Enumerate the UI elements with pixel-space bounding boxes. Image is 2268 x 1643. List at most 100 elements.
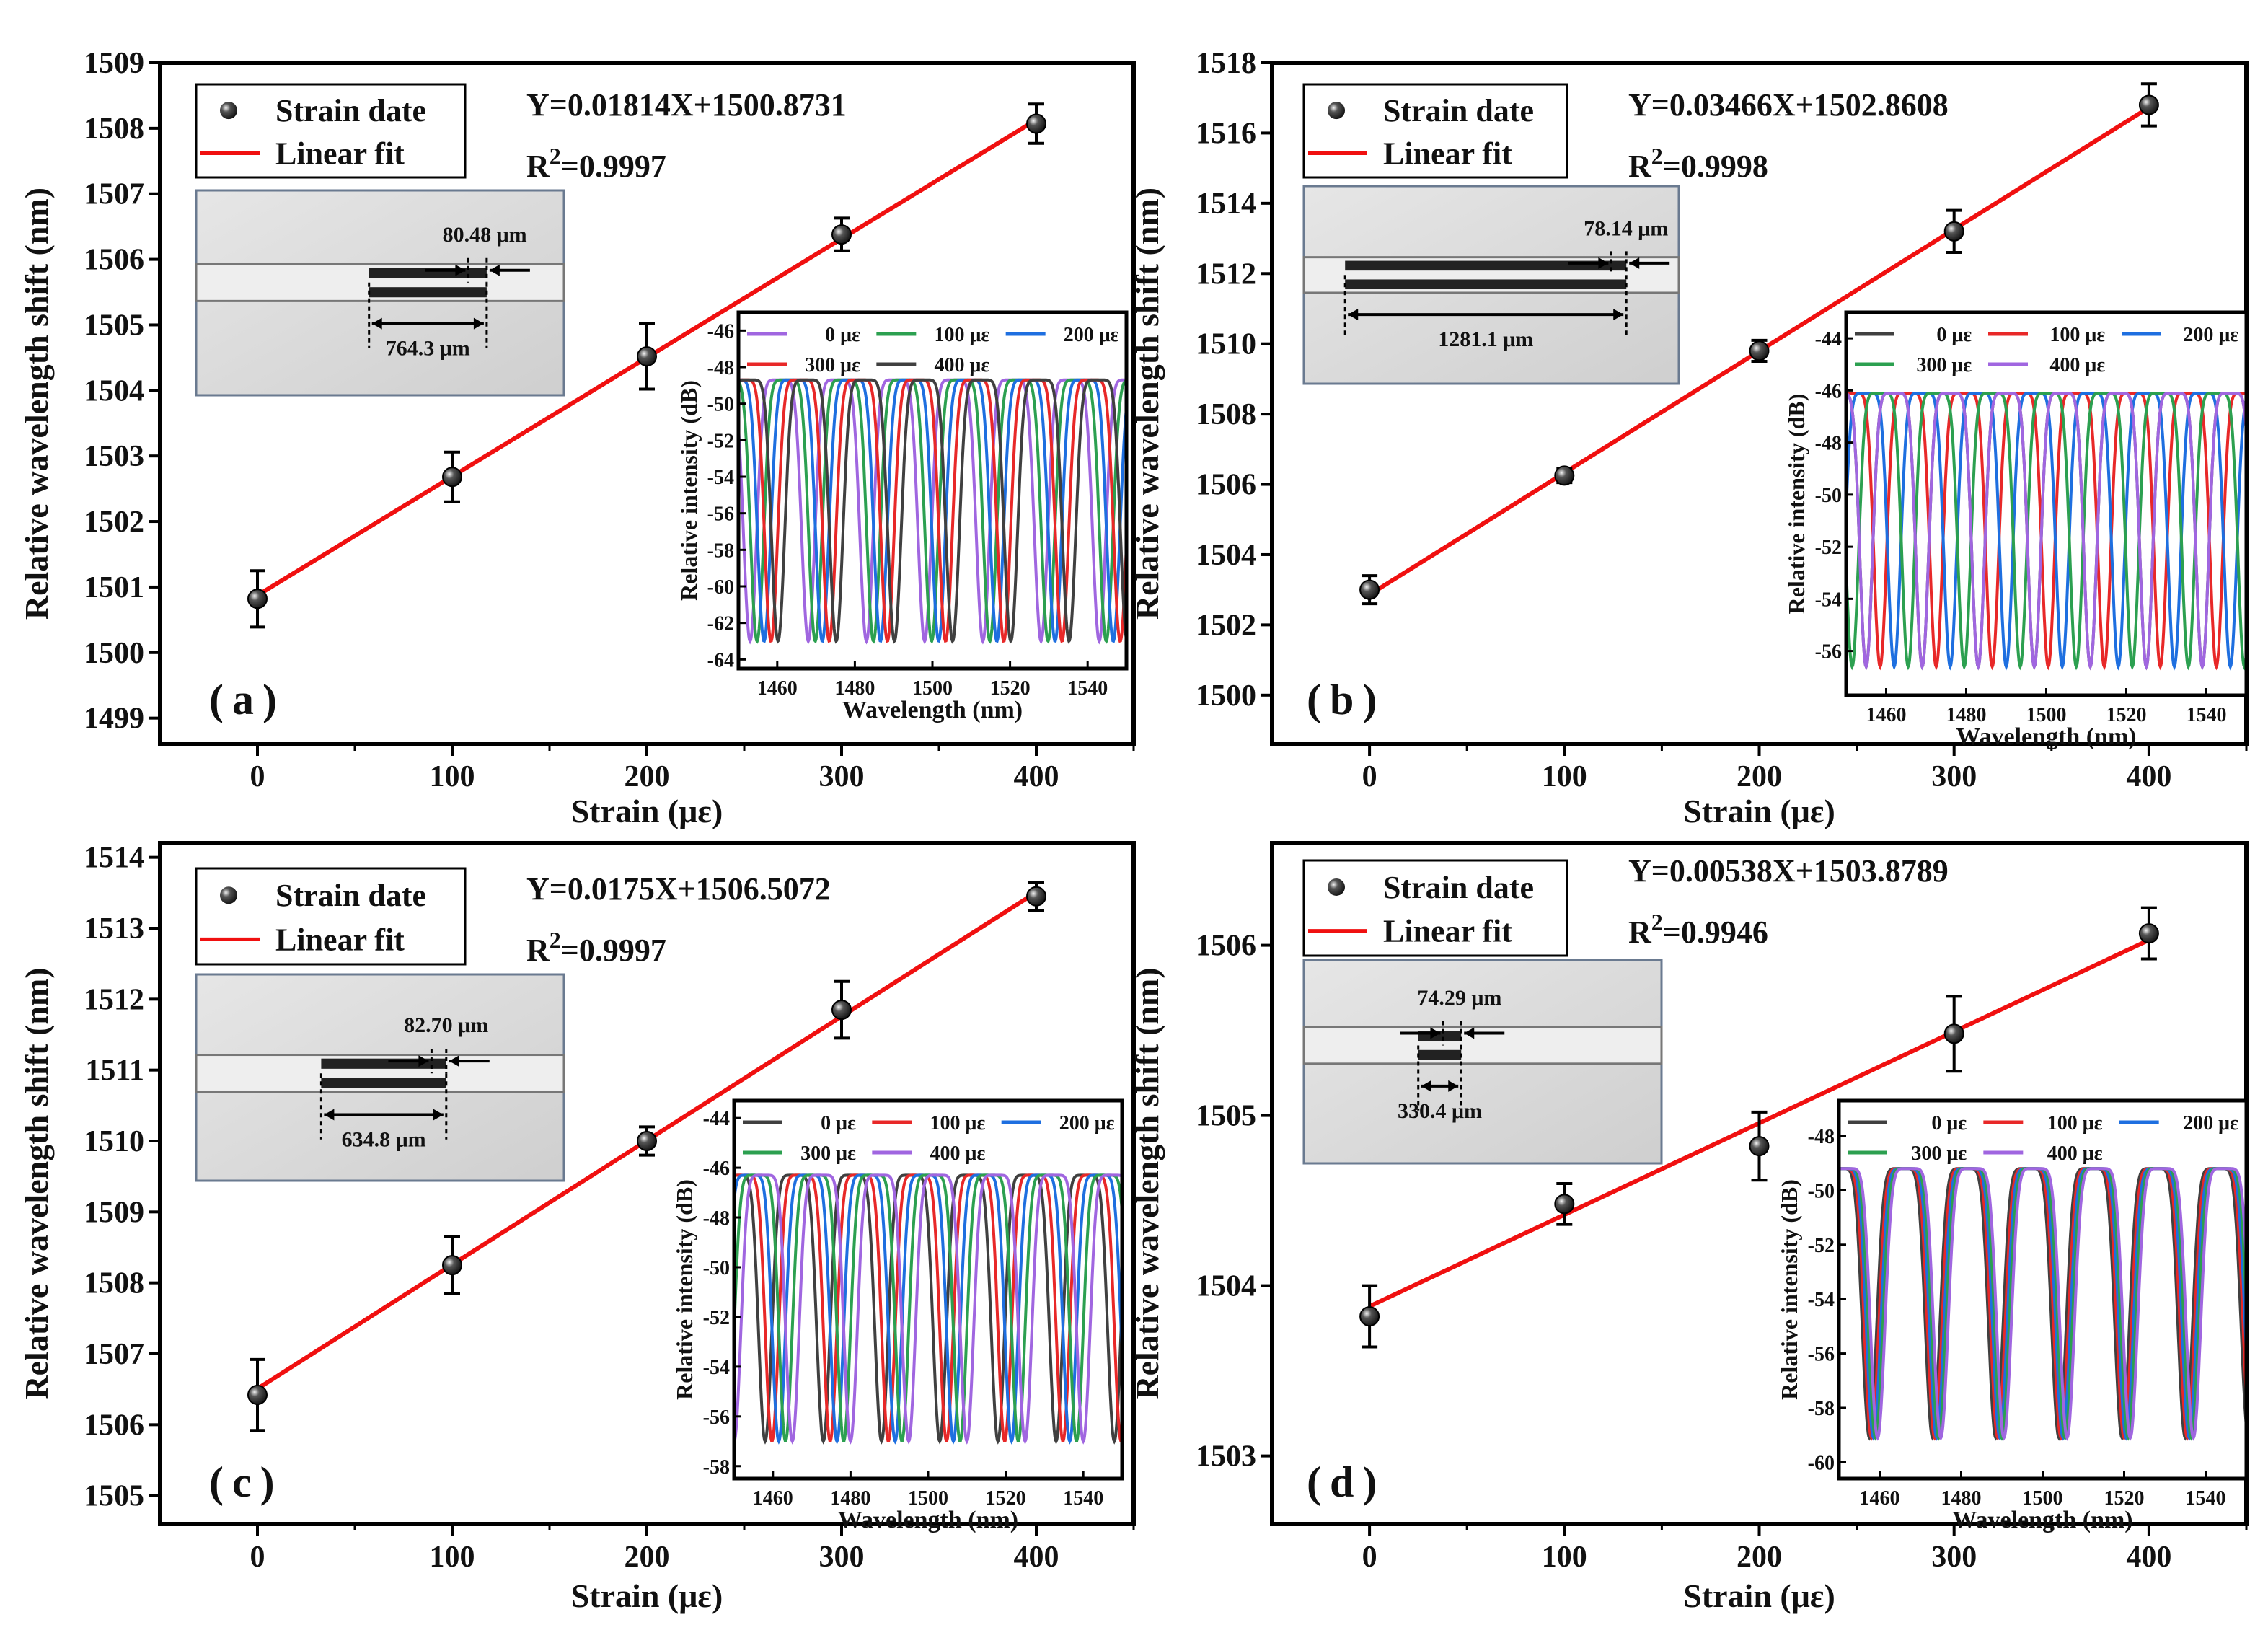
spectrum-x-tick-label: 1460 <box>1866 704 1907 726</box>
panel-b: 0 100 200 300 400 1500 1502 1504 1506 1508 1510 151… <box>1129 47 2249 829</box>
spectrum-x-tick-label: 1520 <box>990 677 1031 700</box>
spectrum-y-tick-label: -54 <box>1815 589 1842 611</box>
spectrum-y-tick-label: -50 <box>703 1257 730 1279</box>
data-point <box>637 346 657 367</box>
panel-a: 0 100 200 300 400 1499 1500 1501 1502 1503 1504 150… <box>18 47 1136 829</box>
r2-value: =0.9946 <box>1663 915 1768 950</box>
y-axis-title: Relative wavelength shift (nm) <box>1129 188 1165 620</box>
data-point <box>247 589 268 609</box>
spectrum-y-tick-label: -56 <box>1808 1344 1835 1366</box>
y-tick-label: 1500 <box>84 637 144 670</box>
r-squared: R2=0.9946 <box>1628 909 1768 950</box>
spectrum-y-tick-label: -48 <box>707 357 734 379</box>
spectrum-x-tick-label: 1540 <box>2186 1487 2226 1510</box>
spectrum-y-tick-label: -56 <box>707 503 734 526</box>
y-tick-label: 1505 <box>84 309 144 342</box>
y-tick-label: 1502 <box>1196 609 1256 642</box>
legend-label-strain-data: Strain date <box>1383 93 1534 128</box>
spectrum-legend-label: 100 με <box>2049 324 2105 346</box>
spectrum-legend-label: 0 με <box>825 324 860 346</box>
x-tick-label: 100 <box>430 760 475 793</box>
panel-label: (d) <box>1307 1458 1385 1506</box>
spectrum-x-tick-label: 1520 <box>986 1487 1026 1510</box>
data-point <box>1943 221 1964 242</box>
spectrum-legend-label: 100 με <box>934 324 989 346</box>
x-tick-label: 100 <box>430 1541 475 1574</box>
cavity-length-label: 330.4 μm <box>1398 1099 1482 1123</box>
r-squared: R2=0.9997 <box>526 927 666 968</box>
legend-label-linear-fit: Linear fit <box>275 922 405 957</box>
spectrum-x-tick-label: 1520 <box>2106 704 2147 726</box>
x-tick-label: 0 <box>250 1541 265 1574</box>
data-point <box>1359 579 1380 600</box>
spectrum-y-tick-label: -58 <box>707 539 734 562</box>
x-axis-title: Strain (με) <box>1683 793 1835 829</box>
data-point <box>1026 886 1046 907</box>
spectrum-y-tick-label: -60 <box>1808 1452 1835 1474</box>
cavity-length-label: 1281.1 μm <box>1438 327 1533 351</box>
spectrum-y-tick-label: -54 <box>707 467 734 489</box>
arrowheads <box>1421 1080 1459 1092</box>
x-tick-label: 400 <box>2126 1541 2171 1574</box>
spectrum-inset: 1460 1480 1500 1520 1540 -64 -62 -60 -58 -56 -54 -5… <box>676 310 1129 723</box>
y-tick-label: 1505 <box>84 1480 144 1513</box>
spectrum-x-tick-label: 1540 <box>1063 1487 1103 1510</box>
spectrum-inset: 1460 1480 1500 1520 1540 -60 -58 -56 -54 -52 -50 -4… <box>1776 1098 2249 1533</box>
spectrum-x-axis-title: Wavelength (nm) <box>838 1507 1018 1533</box>
microscope-inset-image: 634.8 μm 82.70 μm <box>195 973 565 1182</box>
data-point <box>247 1385 268 1406</box>
y-tick-label: 1504 <box>84 374 144 408</box>
spectrum-y-tick-label: -52 <box>1808 1235 1835 1257</box>
y-axis-title: Relative wavelength shift (nm) <box>18 188 55 620</box>
spectrum-y-tick-label: -46 <box>703 1158 730 1180</box>
legend: Strain date Linear fit <box>1302 83 1568 179</box>
spectrum-legend-label: 200 με <box>2183 1112 2238 1135</box>
spectrum-y-tick-label: -48 <box>1808 1126 1835 1148</box>
spectrum-x-tick-label: 1500 <box>2023 1487 2063 1510</box>
spectrum-y-axis-title: Relative intensity (dB) <box>1783 394 1809 615</box>
legend-box <box>195 867 467 966</box>
spectrum-legend-label: 400 με <box>934 354 989 376</box>
x-tick-label: 400 <box>1014 760 1059 793</box>
spectrum-y-axis-title: Relative intensity (dB) <box>1776 1179 1802 1400</box>
spectrum-y-tick-label: -52 <box>1815 537 1842 559</box>
spectrum-legend-label: 100 με <box>930 1112 985 1135</box>
r2-superscript: 2 <box>550 143 561 169</box>
spectrum-legend-label: 200 με <box>2183 324 2238 346</box>
spectrum-y-tick-label: -50 <box>1808 1180 1835 1202</box>
cavity-length-label: 634.8 μm <box>342 1127 426 1151</box>
legend-marker-strain-data <box>1328 102 1345 120</box>
legend-label-strain-data: Strain date <box>275 93 426 128</box>
x-tick-label: 200 <box>1737 760 1782 793</box>
data-point <box>1749 1136 1770 1157</box>
spectrum-x-axis-title: Wavelength (nm) <box>1956 723 2136 750</box>
spectrum-series-line <box>738 378 1126 644</box>
x-tick-label: 200 <box>625 1541 670 1574</box>
spectrum-background <box>734 1101 1122 1479</box>
legend-label-strain-data: Strain date <box>1383 870 1534 905</box>
spectrum-legend-label: 400 με <box>930 1142 985 1165</box>
x-tick-label: 400 <box>1014 1541 1059 1574</box>
y-axis-title: Relative wavelength shift (nm) <box>1129 967 1165 1399</box>
spectrum-legend-label: 300 με <box>1916 354 1972 376</box>
spectrum-inset: 1460 1480 1500 1520 1540 -58 -56 -54 -52 -50 -48 -4… <box>671 1098 1124 1533</box>
y-tick-label: 1503 <box>1196 1440 1256 1474</box>
spectrum-y-tick-label: -56 <box>1815 641 1842 664</box>
cavity-lower-edge <box>369 287 487 298</box>
spectrum-x-tick-label: 1540 <box>2187 704 2227 726</box>
spectrum-y-tick-label: -48 <box>703 1207 730 1230</box>
data-point <box>831 1000 852 1021</box>
x-tick-label: 0 <box>1362 760 1377 793</box>
legend-box <box>195 83 467 179</box>
r2-value: =0.9998 <box>1663 149 1768 184</box>
y-tick-label: 1516 <box>1196 117 1256 150</box>
legend: Strain date Linear fit <box>195 83 467 179</box>
spectrum-legend-label: 100 με <box>2047 1112 2103 1135</box>
spectrum-y-tick-label: -44 <box>1815 328 1842 351</box>
r2-prefix: R <box>526 933 550 968</box>
y-tick-label: 1508 <box>84 1267 144 1300</box>
spectrum-x-tick-label: 1480 <box>1946 704 1987 726</box>
r2-superscript: 2 <box>1651 143 1663 169</box>
r2-value: =0.9997 <box>561 933 666 968</box>
y-tick-label: 1510 <box>1196 328 1256 361</box>
